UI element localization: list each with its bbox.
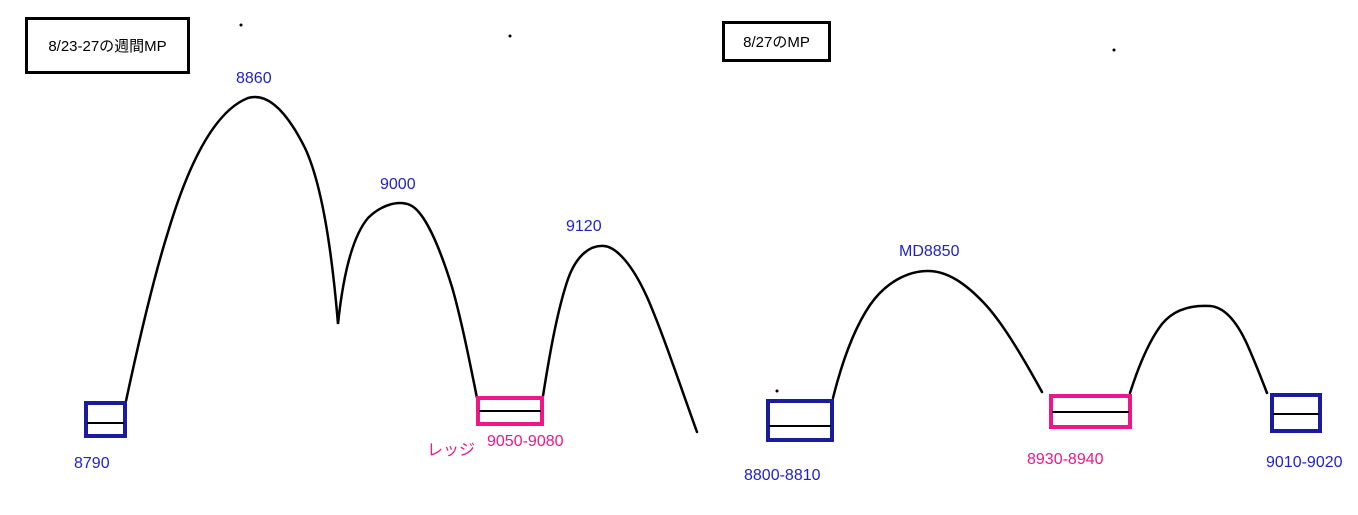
daily-mp-curve-right [1128,304,1269,395]
weekly-peak-label-9000: 9000 [380,176,416,193]
weekly-title: 8/23-27の週間MP [48,38,167,55]
weekly-low-box-8790 [84,401,127,438]
weekly-low-label-8790: 8790 [74,455,110,472]
weekly-mp-curve-right [541,244,699,434]
daily-left-range-label: 8800-8810 [744,467,821,484]
daily-right-range-label: 9010-9020 [1266,454,1343,471]
stray-mark [508,34,512,38]
stray-mark [239,23,243,27]
daily-mid-range-label: 8930-8940 [1027,451,1104,468]
daily-title: 8/27のMP [743,34,810,51]
box-midline [769,425,831,427]
weekly-ledge-label: レッジ [427,442,476,459]
daily-right-box-9010-9020 [1270,393,1322,433]
box-midline [479,410,541,412]
daily-peak-label-md8850: MD8850 [899,243,960,260]
daily-mid-box-8930-8940 [1049,394,1132,429]
weekly-ledge-box-9050-9080 [476,396,544,426]
stray-mark [775,389,779,393]
weekly-peak-label-9120: 9120 [566,218,602,235]
box-midline [1273,413,1319,415]
box-midline [1052,411,1129,413]
daily-left-box-8800-8810 [766,399,834,442]
weekly-mp-curve-left [124,95,479,403]
weekly-ledge-range-label: 9050-9080 [487,433,564,450]
weekly-peak-label-8860: 8860 [236,70,272,87]
weekly-title-box: 8/23-27の週間MP [25,17,190,74]
daily-title-box: 8/27のMP [722,21,831,62]
stray-mark [1112,48,1116,52]
box-midline [87,422,124,424]
daily-mp-curve-left [831,269,1044,400]
